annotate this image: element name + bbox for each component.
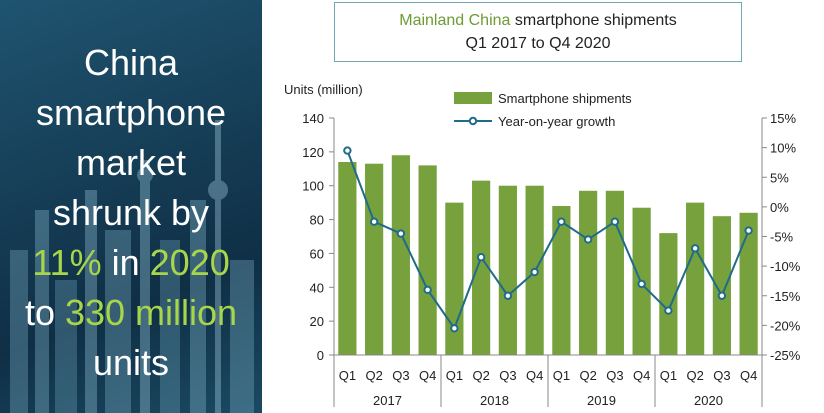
x-tick-label-7: Q4 — [526, 368, 543, 383]
headline-line-6: to 330 million — [0, 288, 262, 338]
headline-year: 2020 — [149, 242, 230, 283]
x-tick-label-13: Q2 — [686, 368, 703, 383]
headline-in: in — [101, 242, 150, 283]
growth-line — [343, 146, 753, 333]
x-tick-label-8: Q1 — [553, 368, 570, 383]
headline-percent: 11% — [32, 242, 102, 283]
x-tick-label-11: Q4 — [633, 368, 650, 383]
bar-3 — [418, 165, 437, 355]
growth-point-4 — [450, 324, 459, 333]
x-tick-label-3: Q4 — [419, 368, 436, 383]
chart-title-highlight: Mainland China — [399, 12, 511, 29]
headline-amount: 330 million — [64, 292, 238, 333]
y2-tick-label-7: -20% — [770, 318, 801, 333]
headline-line-3: market — [75, 142, 187, 183]
x-tick-label-0: Q1 — [339, 368, 356, 383]
chart-title-rest: smartphone shipments — [510, 12, 677, 29]
growth-point-1 — [369, 217, 379, 226]
y-tick-label-1: 20 — [310, 314, 324, 329]
y-axis-label: Units (million) — [284, 82, 363, 97]
x-tick-label-10: Q3 — [606, 368, 623, 383]
year-label-1: 2018 — [480, 393, 509, 408]
bar-15 — [739, 212, 758, 355]
x-tick-label-12: Q1 — [660, 368, 677, 383]
growth-point-15 — [744, 226, 753, 235]
bars — [338, 155, 758, 355]
y-tick-label-4: 80 — [310, 213, 324, 228]
y-tick-label-0: 0 — [317, 348, 324, 363]
x-tick-label-14: Q3 — [713, 368, 730, 383]
headline-text: China smartphone market shrunk by 11% in… — [0, 38, 262, 388]
growth-point-10 — [610, 217, 620, 226]
legend: Smartphone shipments Year-on-year growth — [454, 91, 632, 129]
x-tick-label-4: Q1 — [446, 368, 463, 383]
y2-tick-label-4: -5% — [770, 230, 794, 245]
growth-point-3 — [423, 285, 432, 295]
chart-title: Mainland China smartphone shipments — [335, 9, 741, 32]
legend-label-growth: Year-on-year growth — [498, 114, 615, 129]
headline-line-2: smartphone — [35, 92, 227, 133]
y2-tick-label-2: 5% — [770, 170, 789, 185]
x-tick-label-6: Q3 — [499, 368, 516, 383]
legend-swatch-shipments — [454, 92, 492, 104]
growth-point-6 — [503, 291, 513, 300]
x-tick-label-15: Q4 — [740, 368, 757, 383]
headline-line-1: China — [83, 42, 179, 83]
y2-tick-label-5: -10% — [770, 259, 801, 274]
y2-tick-label-8: -25% — [770, 348, 801, 363]
tick-labels: 0 20 40 60 80 100 120 140 15% 10% 5% 0% -5% -10% -15% -… — [302, 111, 800, 408]
growth-point-9 — [583, 235, 593, 244]
bar-6 — [498, 185, 517, 355]
growth-point-0 — [343, 146, 352, 155]
bar-8 — [552, 206, 571, 355]
headline-line-5: 11% in 2020 — [0, 238, 262, 288]
year-label-2: 2019 — [587, 393, 616, 408]
bar-14 — [712, 216, 731, 355]
y2-tick-label-0: 15% — [770, 111, 796, 126]
headline-to: to — [24, 292, 65, 333]
bar-13 — [686, 202, 705, 355]
headline-panel: China smartphone market shrunk by 11% in… — [0, 0, 262, 413]
growth-point-12 — [664, 306, 673, 315]
y-tick-label-5: 100 — [302, 179, 324, 194]
bar-9 — [579, 190, 598, 355]
growth-point-2 — [396, 229, 406, 238]
x-tick-label-5: Q2 — [472, 368, 489, 383]
x-tick-label-9: Q2 — [579, 368, 596, 383]
chart-subtitle: Q1 2017 to Q4 2020 — [465, 35, 611, 52]
year-label-0: 2017 — [373, 393, 402, 408]
growth-point-5 — [476, 253, 486, 262]
growth-polyline — [346, 150, 750, 331]
bar-1 — [365, 163, 384, 355]
growth-point-14 — [717, 291, 727, 300]
y2-tick-label-1: 10% — [770, 141, 796, 156]
y-tick-label-6: 120 — [302, 145, 324, 160]
y-tick-label-2: 40 — [310, 280, 324, 295]
chart-title-box: Mainland China smartphone shipments Q1 2… — [334, 2, 742, 62]
y2-tick-label-3: 0% — [770, 200, 789, 215]
x-tick-label-1: Q2 — [365, 368, 382, 383]
headline-line-4: shrunk by — [52, 192, 210, 233]
shipments-chart: Units (million) Smartphone shipments Year… — [284, 82, 801, 408]
y-tick-label-7: 140 — [302, 111, 324, 126]
legend-swatch-growth-marker — [468, 116, 478, 126]
x-tick-label-2: Q3 — [392, 368, 409, 383]
city-skyline-image — [10, 120, 254, 413]
headline-line-7: units — [92, 342, 170, 383]
growth-point-8 — [557, 217, 566, 226]
growth-point-13 — [690, 244, 700, 253]
growth-point-11 — [637, 279, 646, 289]
bar-5 — [472, 180, 491, 355]
bar-12 — [659, 233, 678, 355]
growth-point-7 — [530, 267, 539, 277]
bar-0 — [338, 162, 357, 355]
bar-2 — [391, 155, 410, 355]
legend-label-shipments: Smartphone shipments — [498, 91, 632, 106]
y2-tick-label-6: -15% — [770, 289, 801, 304]
axes — [329, 117, 767, 407]
y-tick-label-3: 60 — [310, 246, 324, 261]
year-label-3: 2020 — [694, 393, 723, 408]
bar-10 — [605, 190, 624, 355]
